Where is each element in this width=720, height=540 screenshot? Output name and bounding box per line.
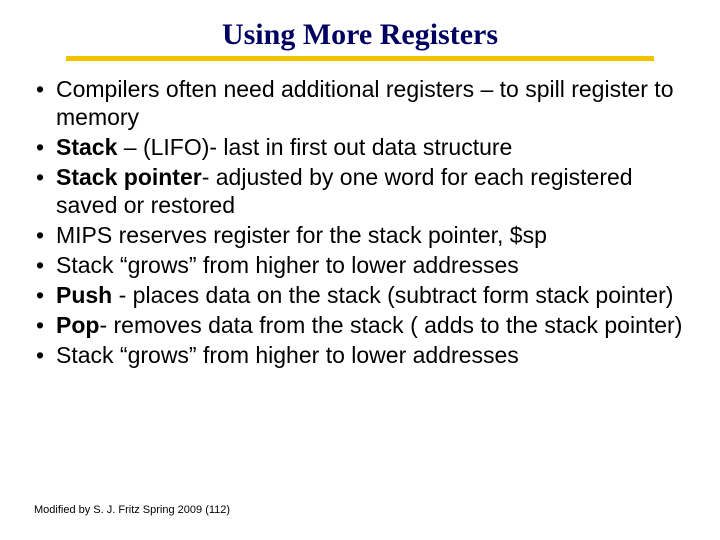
bullet-bold: Stack — [56, 134, 117, 160]
bullet-bold: Stack pointer — [56, 164, 202, 190]
bullet-text: Stack “grows” from higher to lower addre… — [56, 342, 519, 368]
bullet-list: Compilers often need additional register… — [26, 75, 694, 369]
title-underline — [66, 56, 654, 61]
list-item: Compilers often need additional register… — [34, 75, 694, 131]
bullet-text: Compilers often need additional register… — [56, 76, 674, 130]
slide-title: Using More Registers — [222, 18, 498, 54]
footer-text: Modified by S. J. Fritz Spring 2009 (112… — [34, 504, 230, 516]
title-wrap: Using More Registers — [26, 18, 694, 54]
bullet-text: Stack “grows” from higher to lower addre… — [56, 252, 519, 278]
list-item: Pop- removes data from the stack ( adds … — [34, 311, 694, 339]
list-item: Stack pointer- adjusted by one word for … — [34, 163, 694, 219]
bullet-bold: Pop — [56, 312, 99, 338]
list-item: Stack “grows” from higher to lower addre… — [34, 341, 694, 369]
slide: Using More Registers Compilers often nee… — [0, 0, 720, 540]
list-item: Push - places data on the stack (subtrac… — [34, 281, 694, 309]
bullet-text: MIPS reserves register for the stack poi… — [56, 222, 547, 248]
list-item: MIPS reserves register for the stack poi… — [34, 221, 694, 249]
bullet-text: - places data on the stack (subtract for… — [112, 282, 673, 308]
list-item: Stack – (LIFO)- last in first out data s… — [34, 133, 694, 161]
bullet-bold: Push — [56, 282, 112, 308]
bullet-text: – (LIFO)- last in first out data structu… — [117, 134, 512, 160]
bullet-text: - removes data from the stack ( adds to … — [99, 312, 682, 338]
list-item: Stack “grows” from higher to lower addre… — [34, 251, 694, 279]
